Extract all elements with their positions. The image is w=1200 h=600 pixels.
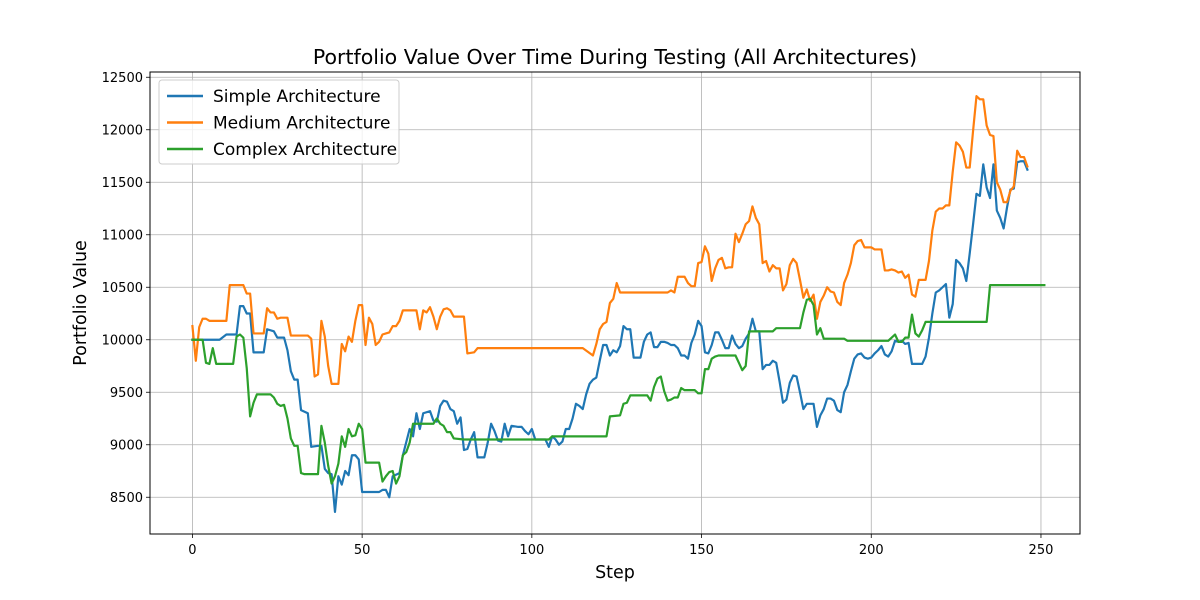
legend-entry-2: Medium Architecture (213, 114, 390, 134)
x-tick-label: 200 (859, 543, 884, 558)
x-tick-label: 0 (188, 543, 196, 558)
y-tick-label: 8500 (110, 491, 143, 506)
y-tick-label: 10000 (102, 333, 143, 348)
legend-entry-3: Complex Architecture (213, 140, 397, 160)
series-line-2 (191, 95, 1029, 385)
x-tick-label: 150 (689, 543, 714, 558)
x-axis-label: Step (595, 563, 635, 583)
y-tick-label: 10500 (102, 281, 143, 296)
chart-legend: Simple Architecture Medium Architecture Co… (158, 79, 400, 165)
y-tick-label: 11000 (102, 228, 143, 243)
axis-ticks: 0 50 100 150 200 250 8500 9000 9500 10000 10500 110… (102, 71, 1054, 558)
chart-title: Portfolio Value Over Time During Testing… (313, 45, 917, 69)
y-tick-label: 11500 (102, 176, 143, 191)
series-line-3 (191, 284, 1046, 485)
y-axis-label: Portfolio Value (71, 240, 91, 366)
y-tick-label: 9000 (110, 438, 143, 453)
y-tick-label: 12500 (102, 71, 143, 86)
plot-area-frame (149, 71, 1081, 535)
legend-box (158, 79, 400, 165)
legend-entry-1: Simple Architecture (213, 87, 381, 107)
x-tick-label: 100 (519, 543, 544, 558)
series-lines (191, 95, 1046, 514)
x-tick-label: 250 (1029, 543, 1054, 558)
y-tick-label: 9500 (110, 386, 143, 401)
x-tick-label: 50 (354, 543, 371, 558)
y-tick-label: 12000 (102, 123, 143, 138)
